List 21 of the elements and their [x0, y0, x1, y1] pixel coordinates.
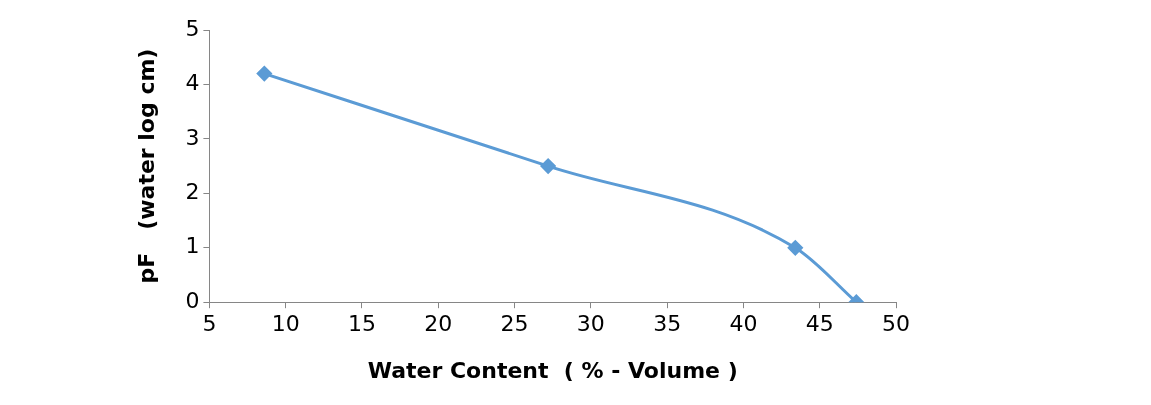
point [540, 158, 556, 174]
x-tick-label: 25 [500, 311, 529, 337]
x-tick-label: 5 [202, 311, 217, 337]
x-tick-label: 45 [805, 311, 834, 337]
y-tick-label: 4 [185, 70, 200, 96]
x-tick-label: 10 [271, 311, 300, 337]
x-tick-label: 50 [882, 311, 910, 337]
point [256, 66, 272, 82]
y-tick-label: 5 [185, 15, 200, 41]
x-tick-label: 15 [347, 311, 376, 337]
y-tick-label: 2 [185, 179, 200, 205]
x-tick-label: 35 [653, 311, 682, 337]
y-tick-label: 0 [185, 287, 200, 313]
x-tick-label: 30 [576, 311, 605, 337]
point [787, 240, 803, 256]
y-tick-label: 3 [185, 124, 200, 150]
y-axis-title: pF (water log cm) [133, 48, 159, 284]
y-tick-label: 1 [185, 233, 200, 259]
x-tick-label: 40 [729, 311, 758, 337]
x-tick-label: 20 [424, 311, 453, 337]
x-axis-title: Water Content ( % - Volume ) [367, 357, 738, 383]
